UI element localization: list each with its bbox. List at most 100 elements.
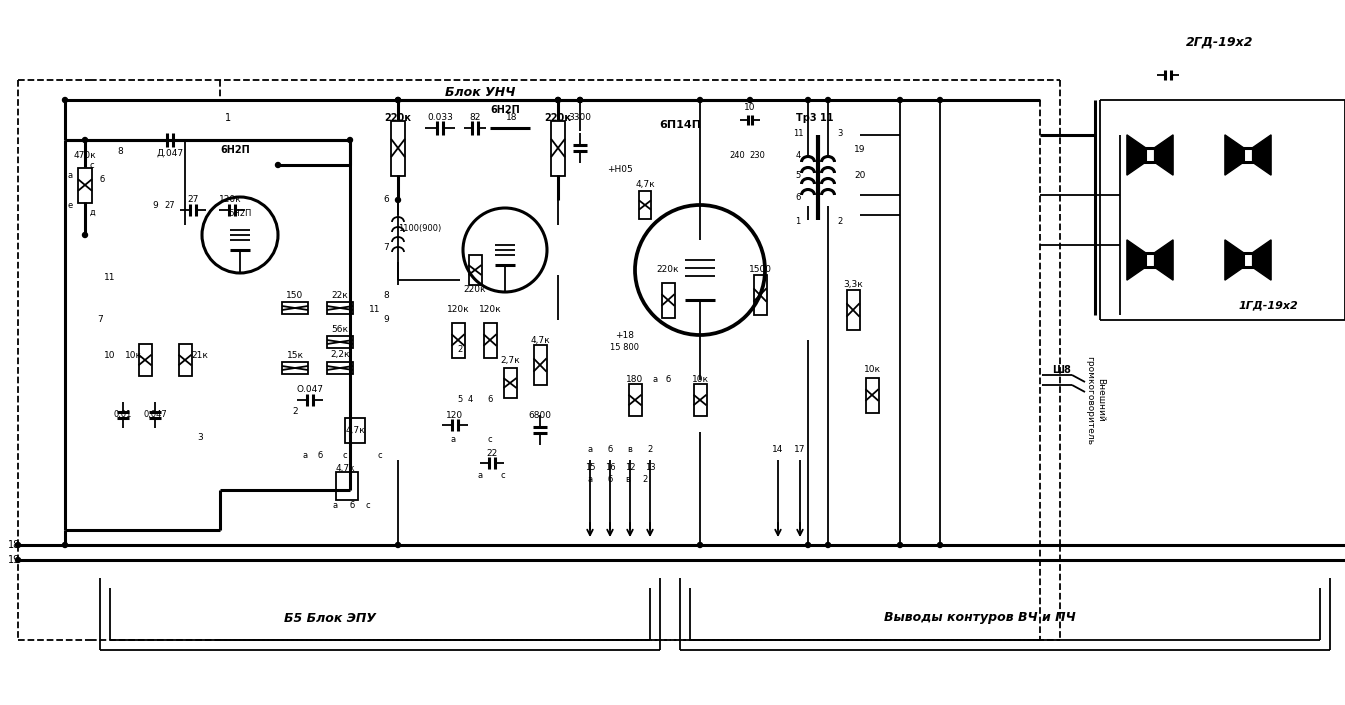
- Text: Тр3 11: Тр3 11: [796, 113, 834, 123]
- Bar: [534, 345, 546, 385]
- Text: а: а: [477, 470, 483, 479]
- Text: 3: 3: [198, 434, 203, 443]
- Text: 180: 180: [627, 376, 644, 384]
- Text: б: б: [100, 176, 105, 185]
- Text: 5: 5: [457, 396, 463, 405]
- Text: 9: 9: [152, 200, 157, 209]
- Bar: [628, 384, 642, 416]
- Text: 4,7к: 4,7к: [530, 336, 550, 345]
- Text: с: с: [500, 470, 506, 479]
- Text: 3300: 3300: [569, 114, 592, 123]
- Bar: [662, 283, 674, 317]
- Text: б: б: [317, 450, 323, 460]
- Text: 18: 18: [506, 114, 518, 123]
- Text: б: б: [608, 446, 612, 455]
- Text: 220к: 220к: [385, 113, 412, 123]
- Bar: [139, 344, 152, 376]
- Circle shape: [577, 97, 582, 102]
- Text: Б5 Блок ЭПУ: Б5 Блок ЭПУ: [284, 611, 377, 625]
- Text: 2ГД-19х2: 2ГД-19х2: [1186, 35, 1254, 49]
- Text: а: а: [652, 376, 658, 384]
- Polygon shape: [1252, 135, 1271, 175]
- Text: 2,7к: 2,7к: [500, 355, 519, 364]
- Text: 27: 27: [164, 200, 175, 209]
- Circle shape: [897, 97, 902, 102]
- Bar: [336, 472, 358, 500]
- Text: 4,7к: 4,7к: [335, 463, 355, 472]
- Text: с: с: [90, 161, 94, 169]
- Text: 0,047: 0,047: [143, 410, 167, 419]
- Bar: [846, 290, 859, 330]
- Text: Д.047: Д.047: [156, 149, 183, 157]
- Text: 10: 10: [105, 350, 116, 360]
- Text: 13: 13: [644, 463, 655, 472]
- Text: 120к: 120к: [479, 305, 502, 314]
- Text: д: д: [89, 207, 95, 216]
- Text: 470к: 470к: [74, 150, 97, 159]
- Text: 1ГД-19х2: 1ГД-19х2: [1239, 300, 1298, 310]
- Bar: [346, 418, 364, 443]
- Text: 20: 20: [854, 171, 866, 180]
- Text: 220к: 220к: [656, 266, 679, 274]
- Bar: [179, 344, 191, 376]
- Text: 5: 5: [795, 171, 800, 180]
- Polygon shape: [1225, 135, 1243, 175]
- Text: 6: 6: [487, 396, 492, 405]
- Text: 1500: 1500: [749, 266, 772, 274]
- Bar: [327, 302, 352, 314]
- Text: б: б: [350, 501, 355, 510]
- Text: 6800: 6800: [529, 410, 551, 419]
- Text: 19: 19: [854, 145, 866, 154]
- Circle shape: [395, 543, 401, 548]
- Circle shape: [82, 137, 87, 142]
- Bar: [694, 384, 706, 416]
- Text: 4,7к: 4,7к: [635, 180, 655, 190]
- Circle shape: [555, 97, 561, 102]
- Text: 9: 9: [383, 316, 389, 324]
- Text: б: б: [666, 376, 671, 384]
- Text: 7: 7: [383, 243, 389, 252]
- Text: а: а: [588, 475, 593, 484]
- Polygon shape: [1225, 240, 1243, 280]
- Polygon shape: [1127, 240, 1146, 280]
- Circle shape: [16, 558, 20, 563]
- Circle shape: [395, 97, 401, 102]
- Text: 6П14П: 6П14П: [659, 120, 701, 130]
- Text: с: с: [488, 436, 492, 444]
- Text: с: с: [378, 450, 382, 460]
- Text: а: а: [332, 501, 338, 510]
- Text: 2,2к: 2,2к: [331, 350, 350, 360]
- Bar: [503, 368, 516, 398]
- Text: с: с: [366, 501, 370, 510]
- Text: 4,7к: 4,7к: [346, 426, 364, 434]
- Bar: [1146, 147, 1154, 162]
- Text: 0,01: 0,01: [114, 410, 132, 419]
- Text: 56к: 56к: [331, 326, 348, 334]
- Text: 4: 4: [795, 150, 800, 159]
- Bar: [327, 336, 352, 348]
- Text: 10к: 10к: [691, 376, 709, 384]
- Text: б: б: [608, 475, 612, 484]
- Text: 10к: 10к: [125, 350, 141, 360]
- Circle shape: [16, 543, 20, 548]
- Text: 11: 11: [105, 274, 116, 283]
- Bar: [483, 322, 496, 357]
- Text: 15: 15: [585, 463, 596, 472]
- Text: 230: 230: [749, 150, 765, 159]
- Bar: [1146, 252, 1154, 267]
- Text: 2: 2: [647, 446, 652, 455]
- Circle shape: [62, 97, 67, 102]
- Text: 6Н2П: 6Н2П: [490, 105, 521, 115]
- Text: +Н05: +Н05: [607, 166, 633, 175]
- Text: Ш8: Ш8: [1053, 365, 1072, 375]
- Circle shape: [577, 97, 582, 102]
- Text: 11: 11: [792, 128, 803, 137]
- Circle shape: [62, 543, 67, 548]
- Text: 11: 11: [370, 305, 381, 314]
- Text: 0.033: 0.033: [428, 114, 453, 123]
- Text: 220к: 220к: [545, 113, 572, 123]
- Circle shape: [806, 97, 811, 102]
- Text: в: в: [625, 475, 631, 484]
- Text: 12: 12: [624, 463, 635, 472]
- Circle shape: [826, 543, 830, 548]
